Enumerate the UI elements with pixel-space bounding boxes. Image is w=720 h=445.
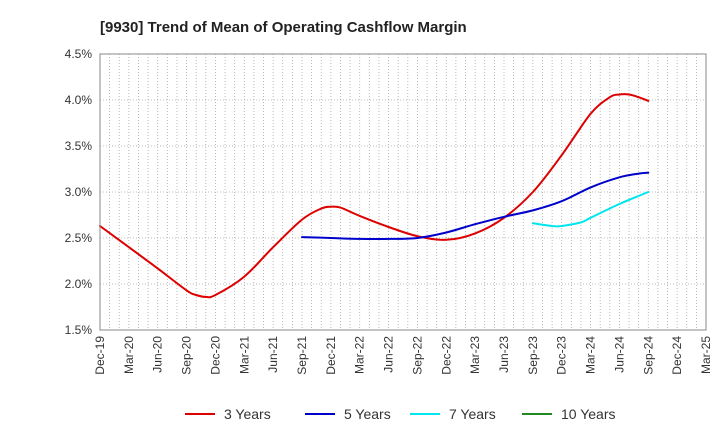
legend-label: 3 Years (224, 406, 271, 422)
series-line-1 (301, 171, 650, 241)
x-tick-label: Sep-20 (180, 336, 194, 375)
plot-frame (99, 53, 707, 331)
legend-label: 5 Years (344, 406, 391, 422)
x-tick-label: Jun-24 (612, 336, 626, 373)
plot-border (99, 53, 707, 331)
x-tick-label: Dec-22 (439, 336, 453, 375)
x-tick-label: Mar-20 (122, 336, 136, 374)
x-tick-label: Mar-24 (584, 336, 598, 374)
x-tick-label: Jun-22 (382, 336, 396, 373)
y-tick-label: 4.0% (65, 93, 93, 107)
y-tick-label: 3.5% (65, 139, 93, 153)
x-tick-label: Dec-21 (324, 336, 338, 375)
x-tick-label: Jun-21 (266, 336, 280, 373)
series-lines (99, 93, 650, 299)
x-tick-label: Mar-25 (699, 336, 713, 374)
x-tick-label: Sep-23 (526, 336, 540, 375)
series-line-2 (531, 191, 650, 228)
y-tick-label: 2.0% (65, 277, 93, 291)
x-tick-label: Mar-21 (237, 336, 251, 374)
y-tick-label: 3.0% (65, 185, 93, 199)
x-tick-label: Sep-24 (641, 336, 655, 375)
chart-title: [9930] Trend of Mean of Operating Cashfl… (100, 19, 467, 36)
series-line-0 (99, 93, 650, 299)
y-tick-label: 4.5% (65, 47, 93, 61)
x-tick-label: Dec-23 (555, 336, 569, 375)
x-tick-label: Jun-23 (497, 336, 511, 373)
legend: 3 Years 5 Years 7 Years 10 Years (185, 406, 616, 422)
x-tick-label: Mar-23 (468, 336, 482, 374)
x-tick-label: Dec-19 (93, 336, 107, 375)
x-tick-label: Sep-21 (295, 336, 309, 375)
y-tick-label: 1.5% (65, 323, 93, 337)
legend-label: 10 Years (561, 406, 616, 422)
x-tick-label: Dec-20 (208, 336, 222, 375)
y-axis-ticks: 1.5% 2.0% 2.5% 3.0% 3.5% 4.0% 4.5% (65, 47, 93, 337)
x-tick-label: Jun-20 (151, 336, 165, 373)
x-tick-label: Mar-22 (353, 336, 367, 374)
y-tick-label: 2.5% (65, 231, 93, 245)
x-axis-ticks: Dec-19 Mar-20 Jun-20 Sep-20 Dec-20 Mar-21 Jun-… (93, 336, 713, 375)
x-tick-label: Dec-24 (670, 336, 684, 375)
x-tick-label: Sep-22 (410, 336, 424, 375)
legend-label: 7 Years (449, 406, 496, 422)
